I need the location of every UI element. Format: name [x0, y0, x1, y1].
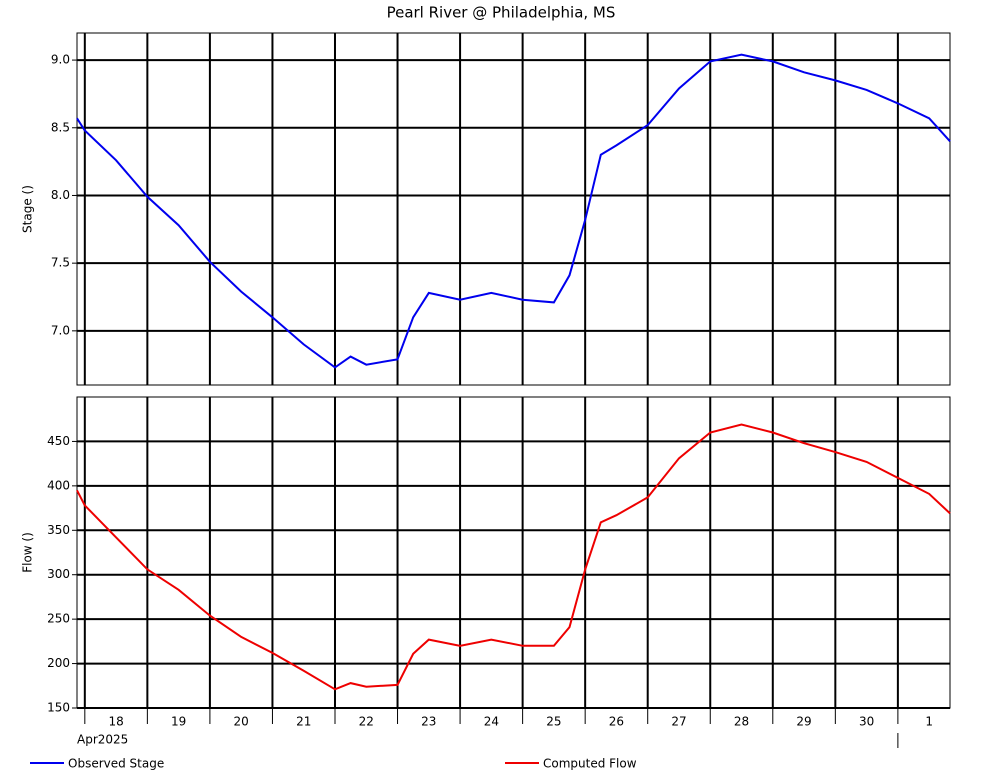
y-tick-label: 8.5: [51, 120, 70, 134]
x-tick-label: 27: [671, 715, 686, 729]
data-line: [76, 423, 951, 691]
x-tick-label: 23: [421, 715, 436, 729]
month-label: Apr2025: [77, 733, 128, 747]
y-tick-label: 8.0: [51, 188, 70, 202]
x-tick-label: 30: [859, 715, 874, 729]
x-tick-label: 26: [609, 715, 624, 729]
x-tick-label: 20: [234, 715, 249, 729]
y-tick-label: 250: [47, 612, 70, 626]
y-tick-label: 7.0: [51, 323, 70, 337]
plot-frame: [76, 396, 951, 709]
y-tick-label: 400: [47, 478, 70, 492]
x-tick-label: 22: [359, 715, 374, 729]
data-line: [76, 53, 951, 369]
y-tick-label: 450: [47, 434, 70, 448]
y-tick-label: 150: [47, 701, 70, 715]
x-tick-label: 21: [296, 715, 311, 729]
x-tick-label: 1: [925, 715, 933, 729]
x-tick-label: 24: [484, 715, 499, 729]
plot-frame: [76, 32, 951, 386]
x-tick-label: 25: [546, 715, 561, 729]
y-axis-label: Flow (): [21, 532, 35, 573]
legend-label: Observed Stage: [68, 757, 164, 771]
y-tick-label: 9.0: [51, 53, 70, 67]
y-tick-label: 7.5: [51, 256, 70, 270]
y-axis-label: Stage (): [21, 185, 35, 233]
x-tick-label: 29: [796, 715, 811, 729]
x-tick-label: 19: [171, 715, 186, 729]
y-tick-label: 300: [47, 567, 70, 581]
x-tick-label: 18: [108, 715, 123, 729]
chart-title: Pearl River @ Philadelphia, MS: [387, 4, 616, 22]
y-tick-label: 200: [47, 656, 70, 670]
x-tick-label: 28: [734, 715, 749, 729]
legend-label: Computed Flow: [543, 757, 637, 771]
y-tick-label: 350: [47, 523, 70, 537]
